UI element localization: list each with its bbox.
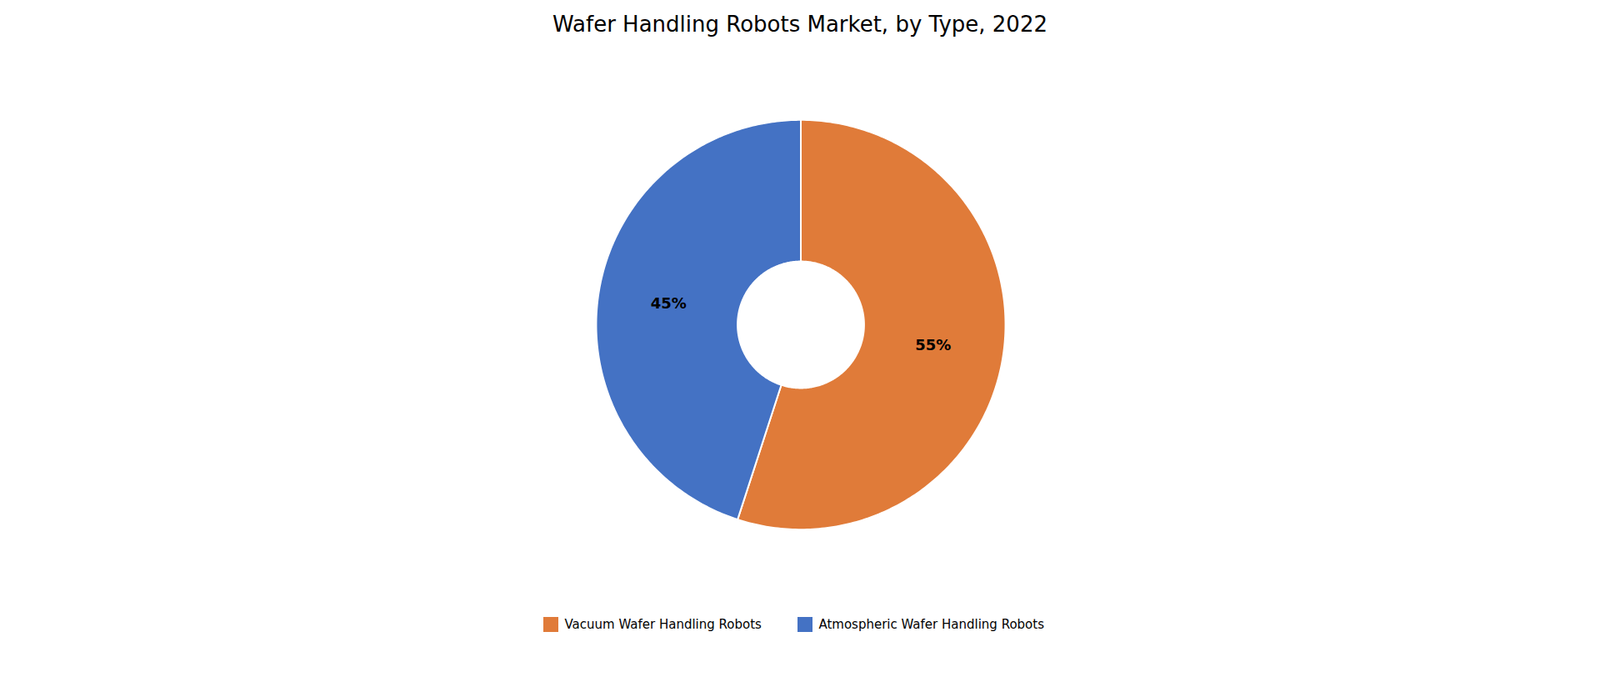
svg-text:45%: 45% <box>650 294 686 312</box>
html-text:Wafer Handling Robots Market,: Wafer Handling Robots Market, by Type, 2… <box>552 11 1048 37</box>
html-text:Vacuum Wafer Handling Robots: Vacuum Wafer Handling Robots <box>564 616 762 632</box>
svg-text:55%: 55% <box>915 335 951 354</box>
html-text:Atmospheric Wafer Handling Rob: Atmospheric Wafer Handling Robots <box>818 616 1045 632</box>
